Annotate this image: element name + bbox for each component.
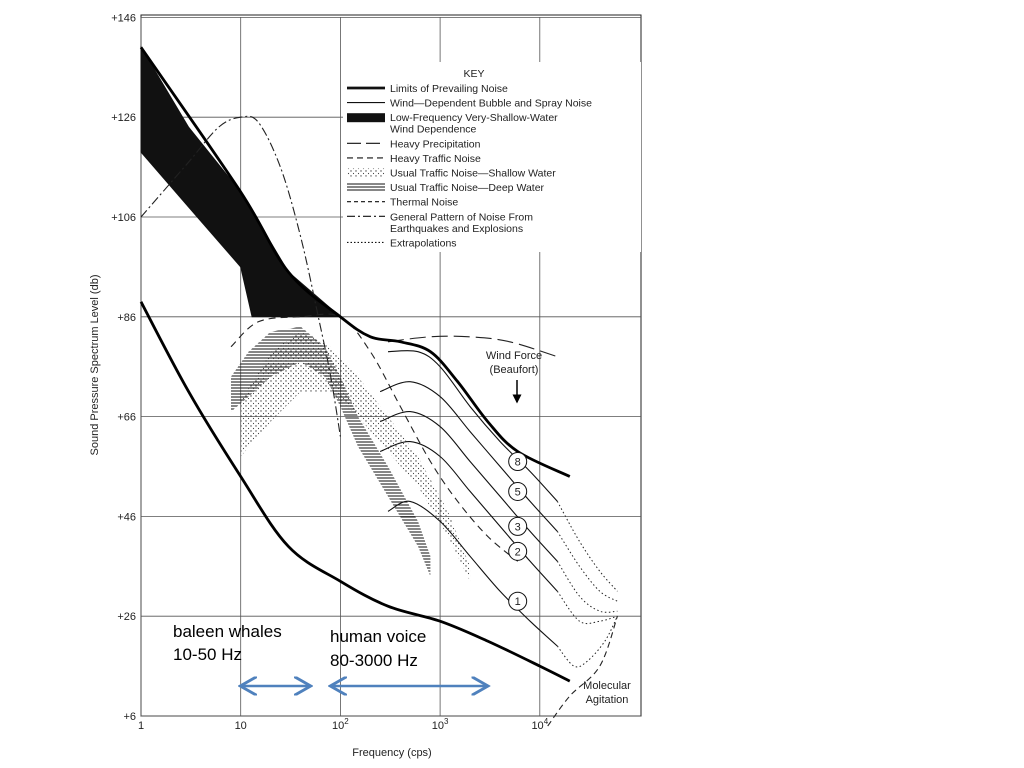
legend-swatch — [347, 168, 385, 177]
limits-upper-curve — [139, 46, 571, 478]
beaufort-number: 5 — [515, 486, 521, 498]
legend-label: Wind Dependence — [390, 124, 477, 136]
legend-entry: Usual Traffic Noise—Deep Water — [347, 182, 545, 194]
legend-label: General Pattern of Noise From — [390, 211, 533, 223]
heavy-traffic-curve — [230, 313, 519, 562]
legend-entry: Heavy Precipitation — [347, 138, 481, 150]
y-tick-label: +46 — [117, 511, 136, 523]
earthquakes-curve — [140, 115, 341, 437]
beaufort-number: 2 — [515, 546, 521, 558]
beaufort-label: (Beaufort) — [490, 364, 539, 376]
legend-label: Earthquakes and Explosions — [390, 223, 523, 235]
extrapolation-curve — [556, 531, 618, 602]
x-axis-title: Frequency (cps) — [352, 747, 431, 759]
baleen-whales-label: baleen whales — [173, 622, 282, 641]
y-tick-label: +146 — [111, 12, 136, 24]
legend-entry: Thermal Noise — [347, 197, 458, 209]
y-tick-label: +26 — [117, 611, 136, 623]
x-tick-label: 103 — [432, 717, 449, 732]
y-tick-label: +86 — [117, 312, 136, 324]
beaufort-circle-8 — [508, 452, 528, 472]
x-tick-label: 104 — [531, 717, 548, 732]
agitation-label: Agitation — [586, 694, 629, 706]
wind-curve-3 — [379, 411, 558, 562]
y-tick-label: +6 — [123, 711, 136, 723]
series-layer: 8 5 3 2 1 — [139, 45, 618, 727]
legend-label: Heavy Traffic Noise — [390, 153, 481, 165]
y-tick-label: +106 — [111, 212, 136, 224]
y-tick-label: +66 — [117, 412, 136, 424]
limits-lower-curve — [139, 301, 571, 683]
heavy-precipitation-curve — [387, 335, 558, 358]
extrapolation-curve — [556, 591, 618, 625]
legend-label: Low-Frequency Very-Shallow-Water — [390, 112, 558, 124]
wind-curve-1 — [387, 500, 558, 647]
legend-entry: Heavy Traffic Noise — [347, 153, 481, 165]
y-tick-label: +126 — [111, 112, 136, 124]
beaufort-circle-3 — [508, 516, 528, 536]
human-voice-range: 80-3000 Hz — [330, 651, 418, 670]
x-tick-labels: 1 10 102 103 104 — [138, 717, 549, 732]
x-tick-label: 102 — [332, 717, 349, 732]
y-tick-labels: +146 +126 +106 +86 +66 +46 +26 +6 — [111, 12, 136, 723]
extrapolation-curve — [557, 615, 618, 668]
legend-swatch — [347, 183, 385, 192]
legend-box — [343, 62, 641, 252]
wind-curve-5 — [379, 381, 558, 532]
beaufort-circle-5 — [508, 481, 528, 501]
molecular-label: Molecular — [583, 680, 631, 692]
beaufort-circle-2 — [508, 541, 528, 561]
legend-label: Extrapolations — [390, 237, 457, 249]
legend-label: Usual Traffic Noise—Shallow Water — [390, 168, 556, 180]
wind-force-label: Wind Force — [486, 350, 542, 362]
x-tick-label: 10 — [235, 720, 247, 732]
human-voice-label: human voice — [330, 627, 426, 646]
legend-entry: Limits of Prevailing Noise — [347, 83, 508, 95]
extrapolation-curve — [556, 561, 618, 613]
legend-swatch — [347, 113, 385, 123]
legend: KEY Limits of Prevailing Noise Wind—Depend… — [347, 68, 592, 249]
beaufort-number: 3 — [515, 521, 521, 533]
beaufort-circle-1 — [508, 591, 528, 611]
x-tick-label: 1 — [138, 720, 144, 732]
legend-entry: Wind—Dependent Bubble and Spray Noise — [347, 98, 592, 110]
legend-label: Limits of Prevailing Noise — [390, 83, 508, 95]
extrapolation-curve — [556, 501, 618, 592]
legend-entry: Usual Traffic Noise—Shallow Water — [347, 168, 556, 180]
y-axis-title: Sound Pressure Spectrum Level (db) — [89, 275, 101, 456]
legend-label: Heavy Precipitation — [390, 138, 481, 150]
wind-curve-8 — [387, 350, 558, 502]
thermal-noise-curve — [547, 616, 618, 727]
legend-label: Thermal Noise — [390, 197, 458, 209]
beaufort-number: 1 — [515, 596, 521, 608]
legend-entry: General Pattern of Noise FromEarthquakes… — [347, 211, 533, 235]
legend-label: Usual Traffic Noise—Deep Water — [390, 182, 545, 194]
legend-entry: Extrapolations — [347, 237, 457, 249]
wind-curve-2 — [379, 441, 558, 592]
baleen-whales-range: 10-50 Hz — [173, 645, 242, 664]
legend-title: KEY — [463, 68, 484, 80]
beaufort-number: 8 — [515, 457, 521, 469]
legend-label: Wind—Dependent Bubble and Spray Noise — [390, 98, 592, 110]
usual-traffic-shallow-band — [240, 331, 471, 582]
